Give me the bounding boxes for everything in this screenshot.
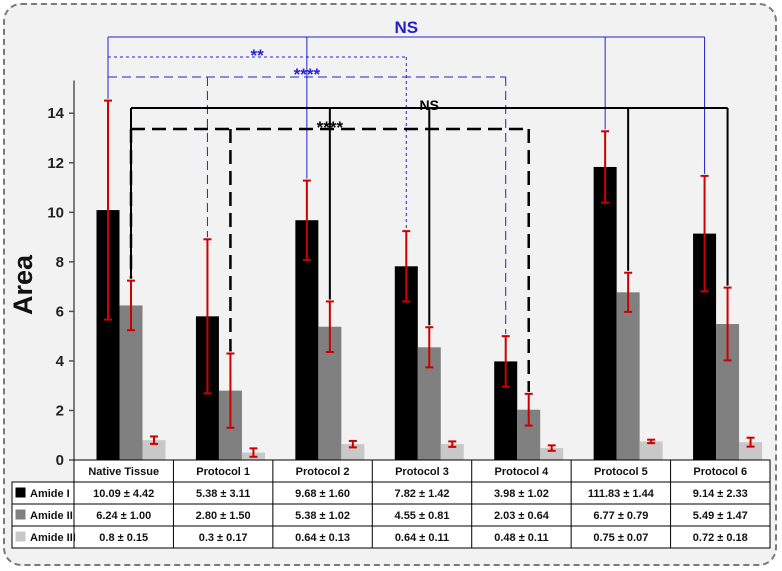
table-cell: 0.3 ± 0.17	[199, 532, 248, 544]
table-cell: 111.83 ± 1.44	[588, 488, 655, 500]
table-cell: 0.64 ± 0.11	[395, 532, 449, 544]
bar	[96, 210, 120, 460]
bar	[540, 448, 564, 460]
table-row-label: Amide III	[30, 532, 76, 544]
table-cell: 5.38 ± 3.11	[196, 488, 250, 500]
table-cell: 0.75 ± 0.07	[593, 532, 648, 544]
table-cell: 0.64 ± 0.13	[295, 532, 350, 544]
table-cell: 0.48 ± 0.11	[494, 532, 548, 544]
table-cell: 3.98 ± 1.02	[494, 488, 549, 500]
bar	[394, 266, 418, 460]
bar	[318, 326, 342, 460]
table-cell: 2.80 ± 1.50	[196, 510, 251, 522]
bar	[494, 361, 518, 460]
bar	[693, 233, 717, 460]
table-cell: 4.55 ± 0.81	[395, 510, 450, 522]
table-cell: 5.49 ± 1.47	[693, 510, 748, 522]
bar	[616, 292, 640, 460]
table-cell: 0.72 ± 0.18	[693, 532, 748, 544]
legend-swatch	[15, 509, 26, 520]
table-cell: 9.14 ± 2.33	[693, 488, 748, 500]
significance-label: ****	[317, 118, 344, 137]
y-tick-label: 2	[56, 402, 64, 419]
bar	[440, 444, 464, 460]
significance-label: NS	[394, 18, 418, 37]
table-cell: 9.68 ± 1.60	[295, 488, 350, 500]
table-cell: 10.09 ± 4.42	[93, 488, 154, 500]
bar	[341, 444, 365, 460]
x-category-label: Native Tissue	[88, 466, 159, 478]
y-tick-label: 8	[56, 254, 64, 271]
significance-label: NS	[420, 97, 439, 113]
table-cell: 0.8 ± 0.15	[99, 532, 148, 544]
x-category-label: Protocol 4	[495, 466, 550, 478]
bar	[119, 305, 143, 460]
x-category-label: Protocol 2	[296, 466, 350, 478]
table-cell: 6.24 ± 1.00	[96, 510, 151, 522]
table-cell: 2.03 ± 0.64	[494, 510, 550, 522]
significance-label: ****	[294, 65, 321, 84]
table-row-label: Amide II	[30, 510, 73, 522]
y-tick-label: 6	[56, 303, 64, 320]
y-tick-label: 4	[56, 353, 65, 370]
x-category-label: Protocol 1	[196, 466, 250, 478]
bar	[739, 442, 763, 460]
bar	[142, 440, 166, 460]
y-tick-label: 10	[47, 204, 64, 221]
bar	[593, 166, 617, 461]
bar	[639, 441, 663, 460]
bar	[295, 220, 319, 460]
y-tick-label: 12	[47, 155, 64, 172]
x-category-label: Protocol 5	[594, 466, 648, 478]
table-cell: 6.77 ± 0.79	[593, 510, 648, 522]
table-row-label: Amide I	[30, 488, 70, 500]
table-cell: 5.38 ± 1.02	[295, 510, 350, 522]
y-tick-label: 0	[56, 452, 64, 469]
significance-label: **	[251, 46, 265, 65]
bar	[517, 409, 541, 460]
y-axis-label: Area	[8, 254, 38, 315]
y-tick-label: 14	[47, 105, 64, 122]
legend-swatch	[15, 487, 26, 498]
legend-swatch	[15, 531, 26, 542]
x-category-label: Protocol 6	[693, 466, 747, 478]
bar	[716, 324, 740, 460]
x-category-label: Protocol 3	[395, 466, 449, 478]
table-cell: 7.82 ± 1.42	[395, 488, 450, 500]
bar	[417, 347, 441, 460]
table-body	[11, 481, 771, 549]
